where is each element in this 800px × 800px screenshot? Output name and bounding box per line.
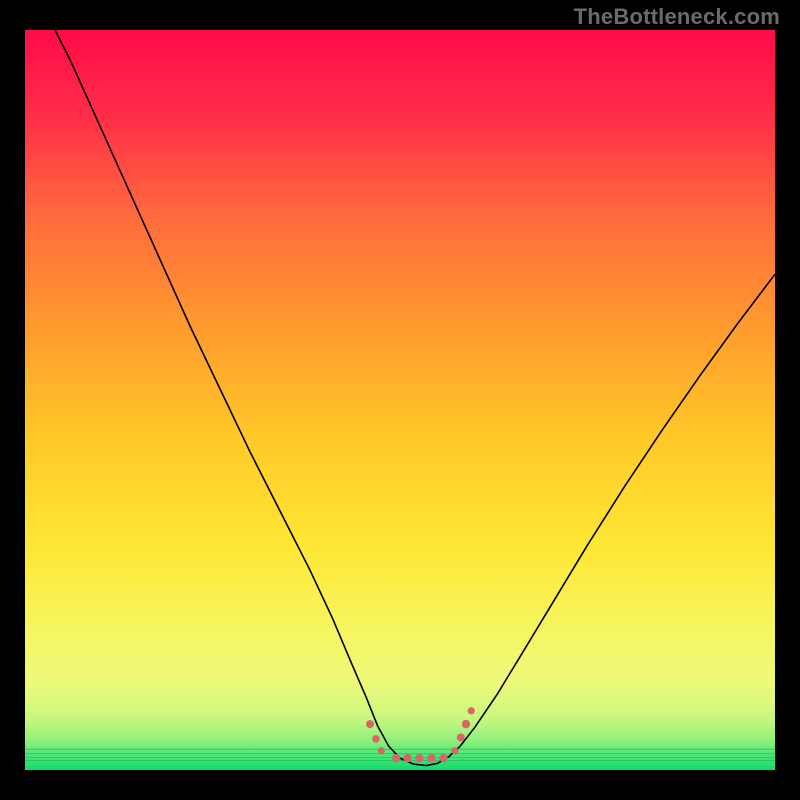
chart-overlay	[25, 30, 775, 770]
chart-frame: TheBottleneck.com	[0, 0, 800, 800]
v-curve-line	[55, 30, 775, 766]
watermark-text: TheBottleneck.com	[574, 4, 780, 30]
plot-area	[25, 30, 775, 770]
